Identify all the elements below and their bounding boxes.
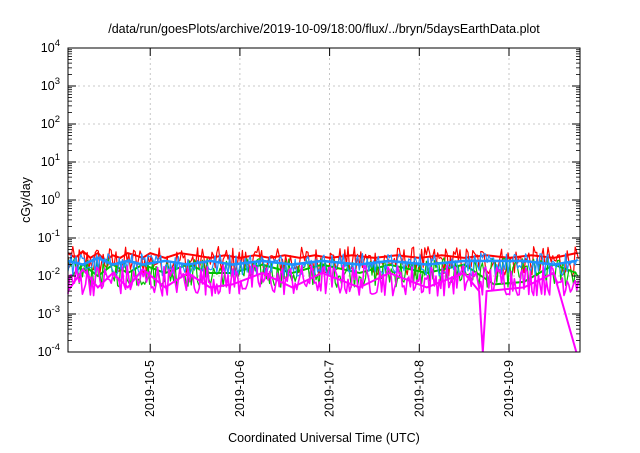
y-tick-label-base: 10	[41, 41, 55, 55]
y-tick-label-base: 10	[41, 155, 55, 169]
y-tick-label: 101	[41, 152, 60, 169]
chart-title: /data/run/goesPlots/archive/2019-10-09/1…	[108, 22, 540, 36]
y-tick-label-base: 10	[41, 117, 55, 131]
y-tick-label: 103	[41, 76, 60, 93]
x-tick-label: 2019-10-5	[143, 360, 157, 417]
y-tick-label-exponent: 1	[55, 152, 60, 163]
y-tick-label-exponent: 0	[55, 190, 60, 201]
x-tick-label: 2019-10-7	[323, 360, 337, 417]
x-axis: 2019-10-5 2019-10-6 2019-10-7 2019-10-8 2019…	[143, 48, 516, 417]
y-tick-label-exponent: 4	[55, 38, 60, 49]
y-tick-label: 10-4	[38, 342, 60, 359]
y-tick-label-exponent: 2	[55, 114, 60, 125]
x-tick-label: 2019-10-8	[412, 360, 426, 417]
data-series-group	[67, 245, 580, 353]
y-tick-label: 10-2	[38, 266, 60, 283]
y-tick-label-exponent: -1	[52, 228, 60, 239]
y-tick-label-base: 10	[41, 79, 55, 93]
y-tick-label-exponent: -3	[52, 304, 60, 315]
y-tick-label-exponent: -2	[52, 266, 60, 277]
series-line	[67, 256, 577, 266]
y-tick-label-base: 10	[38, 269, 52, 283]
y-tick-label-base: 10	[38, 345, 52, 359]
y-tick-label: 102	[41, 114, 60, 131]
x-tick-label: 2019-10-6	[233, 360, 247, 417]
y-tick-label-base: 10	[41, 193, 55, 207]
y-tick-label-base: 10	[38, 231, 52, 245]
x-tick-label: 2019-10-9	[502, 360, 516, 417]
y-tick-label: 100	[41, 190, 60, 207]
y-axis-label: cGy/day	[19, 176, 33, 223]
series-texture-line	[67, 252, 579, 277]
y-tick-label-exponent: 3	[55, 76, 60, 87]
y-tick-label-base: 10	[38, 307, 52, 321]
y-tick-label: 10-3	[38, 304, 60, 321]
y-tick-label-exponent: -4	[52, 342, 60, 353]
y-tick-label: 10-1	[38, 228, 60, 245]
x-axis-label: Coordinated Universal Time (UTC)	[228, 431, 420, 445]
series-line	[67, 267, 578, 353]
y-tick-label: 104	[41, 38, 60, 55]
